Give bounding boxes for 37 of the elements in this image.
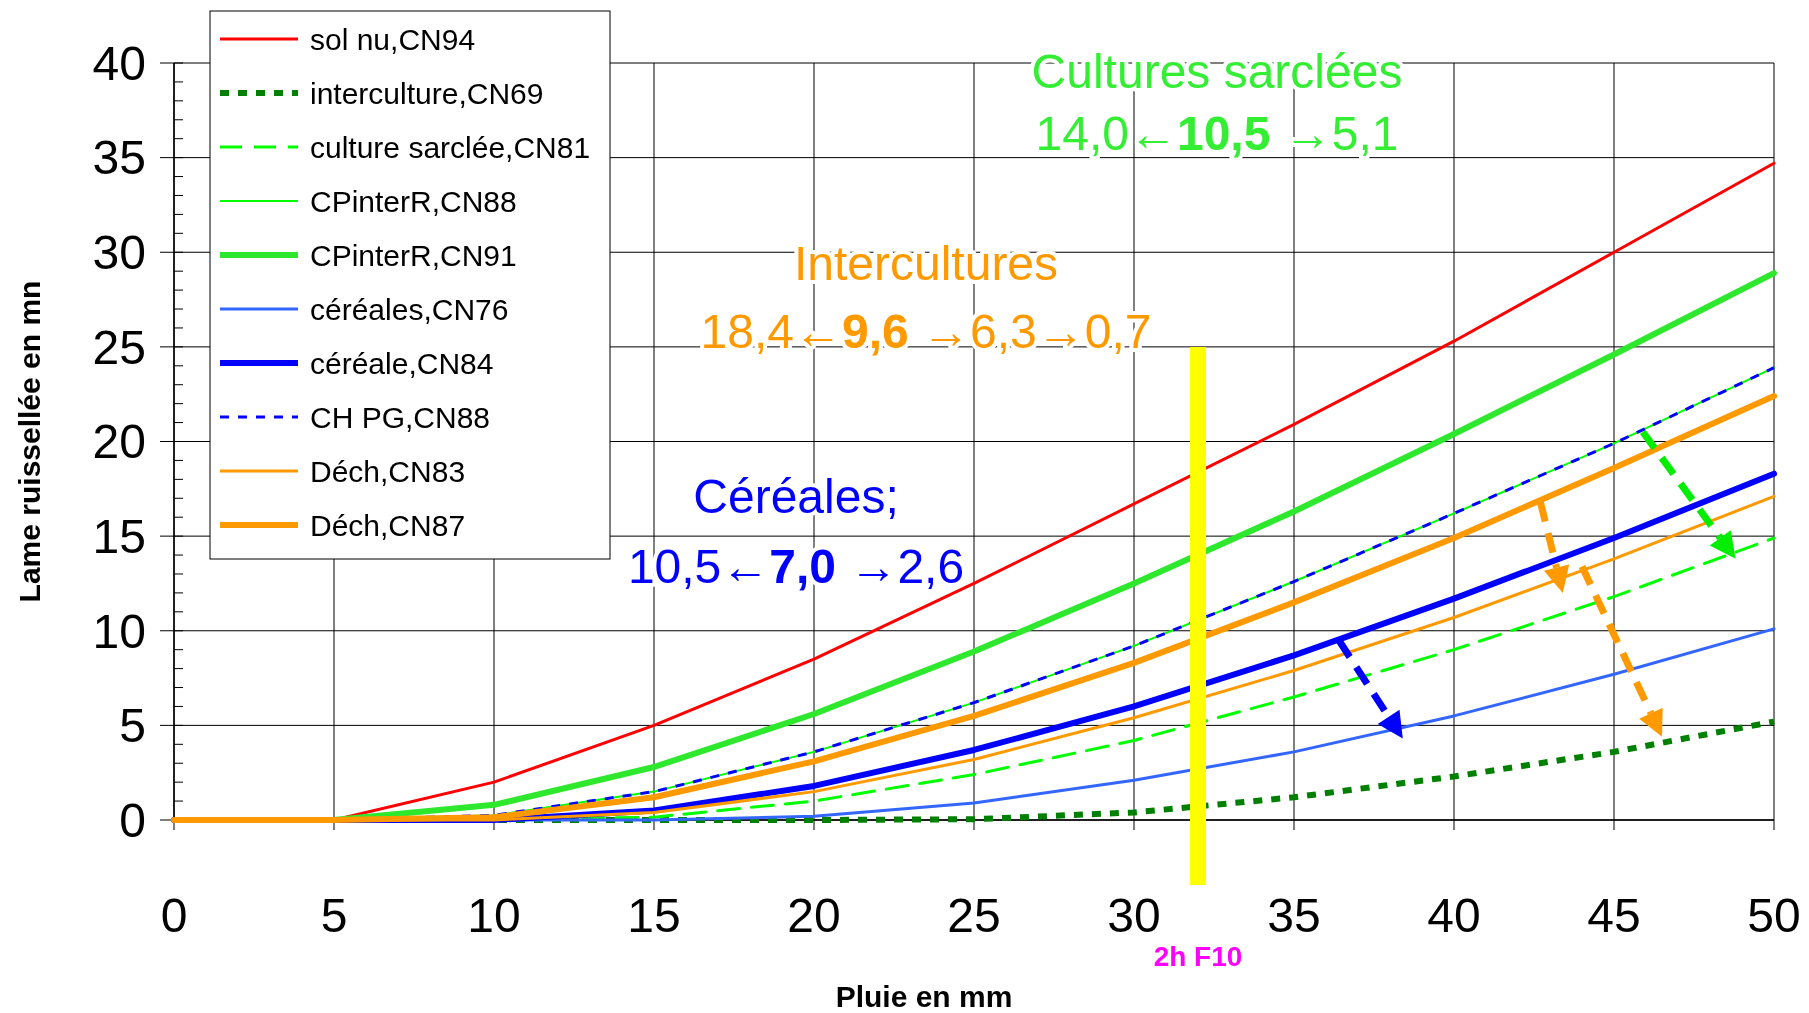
legend-label: céréale,CN84 [310, 346, 494, 380]
y-tick-label: 35 [92, 131, 146, 185]
y-tick-label: 10 [92, 604, 146, 658]
legend-label: CH PG,CN88 [310, 400, 491, 434]
x-tick-label: 25 [947, 889, 1001, 942]
x-tick-label: 40 [1427, 889, 1481, 942]
x-tick-label: 30 [1107, 889, 1161, 942]
x-tick-label: 0 [160, 889, 188, 942]
legend-label: céréales,CN76 [310, 292, 509, 326]
legend-label: Déch,CN83 [310, 454, 466, 488]
y-tick-label: 15 [92, 509, 146, 563]
x-axis-title: Pluie en mm [835, 980, 1013, 1013]
annotation: 18,4←9,6 →6,3→0,7 [700, 305, 1152, 358]
y-tick-label: 30 [92, 226, 146, 280]
x-tick-label: 20 [787, 889, 841, 942]
x-tick-label: 45 [1587, 889, 1641, 942]
annotation: Céréales; [693, 470, 899, 523]
y-tick-label: 5 [119, 699, 146, 753]
ref-line-label: 2h F10 [1153, 941, 1243, 972]
y-tick-label: 0 [119, 793, 146, 847]
legend-label: sol nu,CN94 [310, 22, 476, 56]
annotation: Intercultures [793, 237, 1059, 290]
x-tick-label: 15 [627, 889, 681, 942]
legend-label: Déch,CN87 [310, 508, 466, 542]
x-tick-label: 35 [1267, 889, 1321, 942]
x-tick-label: 5 [320, 889, 348, 942]
annotation: 10,5←7,0 →2,6 [627, 540, 965, 593]
legend-label: CPinterR,CN91 [310, 238, 517, 272]
legend-label: interculture,CN69 [310, 76, 544, 110]
y-tick-label: 40 [92, 36, 146, 90]
legend-label: CPinterR,CN88 [310, 184, 517, 218]
x-tick-label: 10 [467, 889, 521, 942]
y-axis-title: Lame ruissellée en mn [13, 280, 46, 603]
legend-label: culture sarclée,CN81 [310, 130, 591, 164]
y-tick-label: 20 [92, 415, 146, 469]
y-tick-label: 25 [92, 320, 146, 374]
x-tick-label: 50 [1747, 889, 1801, 942]
